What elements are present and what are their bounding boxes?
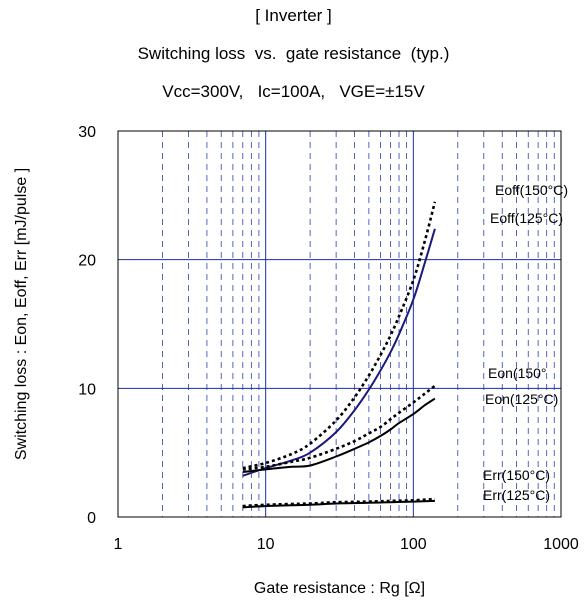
chart-conditions: Vcc=300V, Ic=100A, VGE=±15V — [162, 82, 425, 101]
x-tick-label: 1 — [114, 536, 123, 553]
x-tick-label: 1000 — [543, 536, 579, 553]
chart-subtitle: Switching loss vs. gate resistance (typ.… — [137, 44, 450, 63]
series-line — [242, 397, 436, 473]
series-label: Eon(125°C) — [485, 391, 558, 407]
y-tick-label: 0 — [87, 510, 96, 527]
y-tick-label: 10 — [78, 381, 96, 398]
minor-grid — [162, 131, 555, 517]
series-line — [242, 201, 437, 470]
chart-title: [ Inverter ] — [255, 6, 332, 25]
y-tick-labels: 0 10 20 30 — [78, 124, 96, 527]
y-axis-label: Switching loss : Eon, Eoff, Err [mJ/puls… — [13, 168, 30, 460]
series-label: Eoff(125°C) — [490, 210, 563, 226]
x-tick-label: 100 — [400, 536, 427, 553]
y-tick-label: 30 — [78, 124, 96, 141]
curve-labels: Eoff(150°C) Eoff(125°C) Eon(150° Eon(125°C)… — [483, 182, 568, 503]
series-label: Err(150°C) — [483, 467, 550, 483]
series-line — [242, 499, 435, 509]
major-grid — [118, 131, 561, 517]
y-tick-label: 20 — [78, 253, 96, 270]
series-label: Err(125°C) — [483, 487, 550, 503]
plot-frame — [117, 130, 562, 518]
series-label: Eoff(150°C) — [495, 182, 568, 198]
x-tick-labels: 1 10 100 1000 — [114, 536, 579, 553]
curves — [242, 201, 437, 509]
series-line — [242, 228, 436, 477]
x-axis-label: Gate resistance : Rg [Ω] — [254, 580, 425, 597]
series-label: Eon(150° — [488, 365, 547, 381]
series-line — [242, 497, 435, 508]
series-line — [242, 384, 436, 471]
x-tick-label: 10 — [257, 536, 275, 553]
